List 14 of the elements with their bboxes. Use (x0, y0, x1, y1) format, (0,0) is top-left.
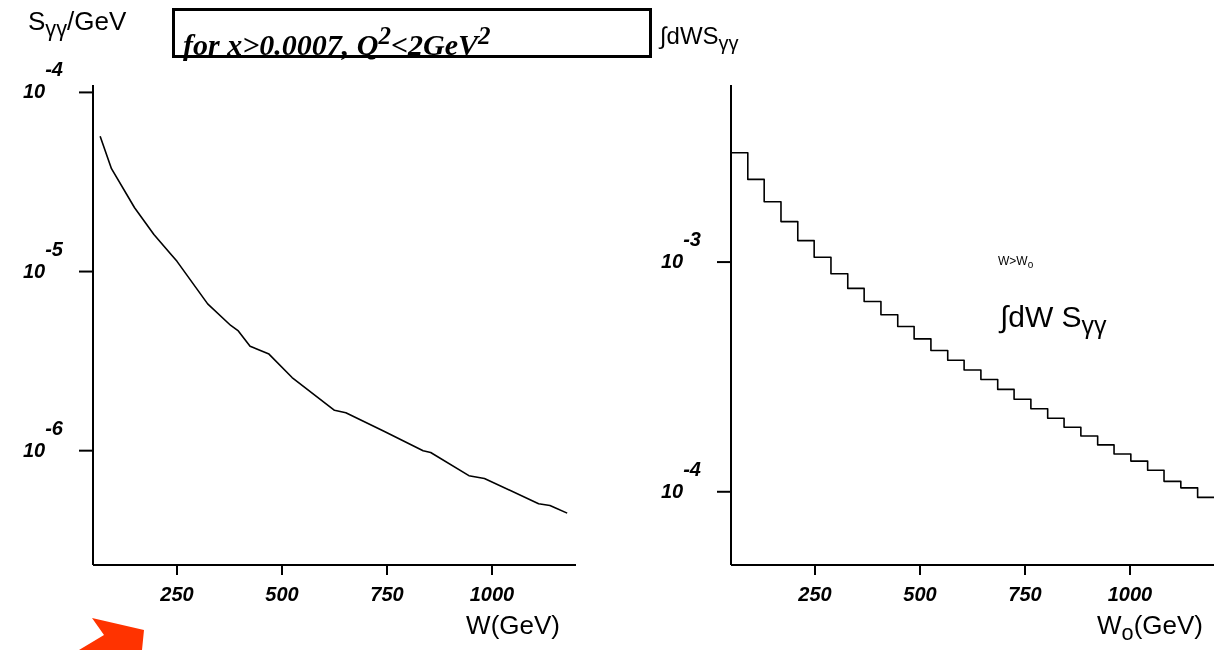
x-tick-label: 750 (370, 583, 404, 606)
x-tick-label: 250 (159, 583, 194, 606)
x-tick-label: 500 (265, 583, 299, 606)
x-tick-label: 1000 (1107, 583, 1153, 606)
y-axis-title: S$_{γγ}$/GeV (28, 6, 127, 43)
x-tick-label: 250 (797, 583, 832, 606)
annotation: W>W$_{o}$ (998, 254, 1034, 271)
y-axis-title: ∫dWS$_{γγ}$ (660, 22, 739, 55)
x-axis-title: W$_{o}$(GeV) (1097, 610, 1203, 647)
x-tick-label: 500 (903, 583, 937, 606)
x-tick-label: 1000 (469, 583, 515, 606)
annotation: ∫dW S$_{γγ}$ (1000, 300, 1107, 340)
x-axis-title: W(GeV) (466, 610, 560, 641)
x-tick-label: 750 (1008, 583, 1042, 606)
